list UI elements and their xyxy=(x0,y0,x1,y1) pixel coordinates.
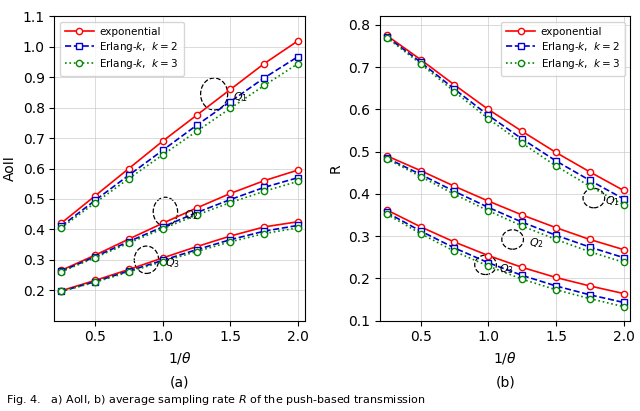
Text: $Q_2$: $Q_2$ xyxy=(529,236,544,250)
Legend: exponential, Erlang-$k$,  $k=2$, Erlang-$k$,  $k=3$: exponential, Erlang-$k$, $k=2$, Erlang-$… xyxy=(60,22,184,76)
Y-axis label: R: R xyxy=(329,164,342,173)
Text: $Q_2$: $Q_2$ xyxy=(184,208,199,222)
Legend: exponential, Erlang-$k$,  $k=2$, Erlang-$k$,  $k=3$: exponential, Erlang-$k$, $k=2$, Erlang-$… xyxy=(501,22,625,76)
Text: Fig. 4.   a) AoII, b) average sampling rate $R$ of the push-based transmission: Fig. 4. a) AoII, b) average sampling rat… xyxy=(6,393,426,407)
X-axis label: $1/\theta$: $1/\theta$ xyxy=(168,350,191,366)
Text: $Q_1$: $Q_1$ xyxy=(233,90,248,104)
Text: $Q_3$: $Q_3$ xyxy=(165,256,180,270)
Y-axis label: AoII: AoII xyxy=(3,156,17,181)
Text: $Q_3$: $Q_3$ xyxy=(499,262,514,276)
Text: $Q_1$: $Q_1$ xyxy=(605,194,620,208)
Text: (a): (a) xyxy=(170,375,189,389)
X-axis label: $1/\theta$: $1/\theta$ xyxy=(493,350,517,366)
Text: (b): (b) xyxy=(495,375,515,389)
